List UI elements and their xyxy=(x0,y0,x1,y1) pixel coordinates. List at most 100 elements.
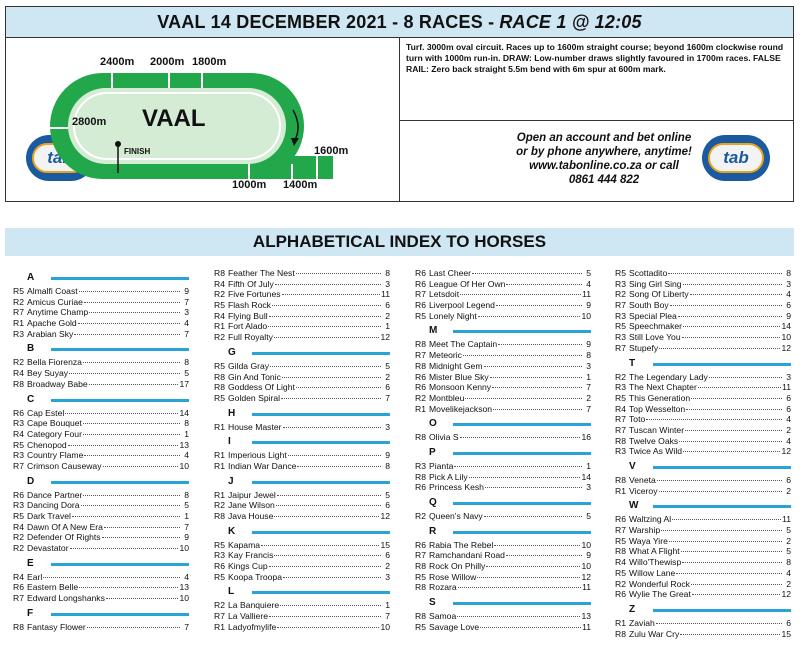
horse-name: Meet The Captain xyxy=(429,339,498,350)
horse-entry: R8 Zulu War Cry 15 xyxy=(615,629,791,640)
letter-heading: C xyxy=(13,393,189,408)
race-number: R2 xyxy=(13,532,24,543)
saddle-number: 2 xyxy=(786,485,791,496)
horse-entry: R1 Movelikejackson 7 xyxy=(415,404,591,415)
dot-leader xyxy=(690,583,782,585)
advert-line: 0861 444 822 xyxy=(568,174,640,186)
letter-divider-bar xyxy=(453,330,591,334)
horse-name: Crimson Causeway xyxy=(27,460,102,471)
distance-label: 1000m xyxy=(232,179,267,191)
saddle-number: 3 xyxy=(385,278,390,289)
race-number: R8 xyxy=(415,339,426,350)
saddle-number: 11 xyxy=(582,621,591,632)
saddle-number: 10 xyxy=(581,539,591,550)
horse-entry: R8 Midnight Gem 3 xyxy=(415,361,591,372)
saddle-number: 7 xyxy=(586,403,591,414)
horse-name: Princess Kesh xyxy=(429,482,484,493)
race-number: R3 xyxy=(13,500,24,511)
direction-arrow-icon xyxy=(292,109,299,141)
dot-leader xyxy=(668,540,782,542)
letter-label: Q xyxy=(429,497,437,508)
race-number: R5 xyxy=(615,392,626,403)
horse-name: Wylie The Great xyxy=(629,589,691,600)
race-number: R1 xyxy=(214,321,225,332)
saddle-number: 17 xyxy=(179,378,189,389)
horse-name: Dance Partner xyxy=(27,489,83,500)
dot-leader xyxy=(656,480,782,481)
race-number: R7 xyxy=(615,342,626,353)
saddle-number: 8 xyxy=(184,489,189,500)
finish-label: FINISH xyxy=(124,147,151,156)
horse-name: Apache Gold xyxy=(27,318,77,329)
dot-leader xyxy=(69,548,179,550)
saddle-number: 13 xyxy=(179,439,189,450)
track-map: 2400m 2000m 1800m 2800m 1600m 1000m 1400… xyxy=(12,48,392,198)
horse-name: Fifth Of July xyxy=(228,278,274,289)
dot-leader xyxy=(477,315,581,317)
saddle-number: 6 xyxy=(385,300,390,311)
saddle-number: 5 xyxy=(786,546,791,557)
race-number: R5 xyxy=(615,535,626,546)
saddle-number: 12 xyxy=(781,342,791,353)
race-number: R6 xyxy=(214,561,225,572)
dot-leader xyxy=(486,566,581,568)
letter-divider-bar xyxy=(252,351,390,355)
dot-leader xyxy=(273,337,380,339)
horse-entry: R2 The Legendary Lady 3 xyxy=(615,372,791,383)
dot-leader xyxy=(679,440,782,442)
distance-label: 2000m xyxy=(150,56,185,68)
horse-name: Special Plea xyxy=(629,310,677,321)
race-number: R6 xyxy=(615,589,626,600)
horse-entry: R5 Dark Travel 1 xyxy=(13,511,189,522)
saddle-number: 9 xyxy=(184,532,189,543)
letter-heading: M xyxy=(415,324,591,339)
dot-leader xyxy=(492,387,582,389)
saddle-number: 1 xyxy=(586,460,591,471)
horse-name: Amicus Curiae xyxy=(27,296,83,307)
dot-leader xyxy=(465,397,582,399)
letter-divider-bar xyxy=(453,423,591,427)
letter-divider-bar xyxy=(453,602,591,606)
saddle-number: 3 xyxy=(385,421,390,432)
horse-entry: R5 Savage Love 11 xyxy=(415,622,591,633)
horse-entry: R3 Special Plea 9 xyxy=(615,311,791,322)
horse-name: Olivia S xyxy=(429,432,459,443)
letter-divider-bar xyxy=(252,441,390,445)
letter-heading: V xyxy=(615,460,791,475)
horse-name: Monsoon Kenny xyxy=(429,382,492,393)
horse-name: Tuscan Winter xyxy=(629,424,685,435)
horse-entry: R2 Amicus Curiae 7 xyxy=(13,297,189,308)
race-number: R1 xyxy=(615,485,626,496)
dot-leader xyxy=(281,397,381,399)
horse-name: Zulu War Cry xyxy=(629,628,680,639)
horse-entry: R7 Anytime Champ 3 xyxy=(13,307,189,318)
letter-heading: D xyxy=(13,475,189,490)
race-number: R5 xyxy=(13,511,24,521)
letter-label: L xyxy=(228,586,235,598)
race-number: R4 xyxy=(615,557,626,568)
horse-name: Gin And Tonic xyxy=(228,371,281,382)
race-number: R3 xyxy=(415,460,426,471)
horse-entry: R8 Goddess Of Light 6 xyxy=(214,382,390,393)
horse-name: Flying Bull xyxy=(228,310,268,321)
race-number: R5 xyxy=(615,567,626,578)
dot-leader xyxy=(683,326,781,328)
horse-name: Kay Francis xyxy=(228,550,274,561)
saddle-number: 4 xyxy=(786,289,791,300)
race-number: R6 xyxy=(415,300,426,311)
horse-entry: R6 Monsoon Kenny 7 xyxy=(415,382,591,393)
saddle-number: 5 xyxy=(184,368,189,379)
race-number: R6 xyxy=(615,514,626,525)
dot-leader xyxy=(69,373,180,375)
saddle-number: 2 xyxy=(385,371,390,382)
horse-entry: R3 Pianta 1 xyxy=(415,461,591,472)
track-infield xyxy=(68,88,286,164)
dot-leader xyxy=(83,494,180,496)
saddle-number: 1 xyxy=(385,321,390,332)
letter-heading: T xyxy=(615,357,791,372)
horse-entry: R7 Ramchandani Road 9 xyxy=(415,550,591,561)
race-number: R8 xyxy=(214,511,225,521)
saddle-number: 11 xyxy=(782,382,791,393)
saddle-number: 8 xyxy=(786,268,791,278)
track-description: Turf. 3000m oval circuit. Races up to 16… xyxy=(406,42,784,74)
